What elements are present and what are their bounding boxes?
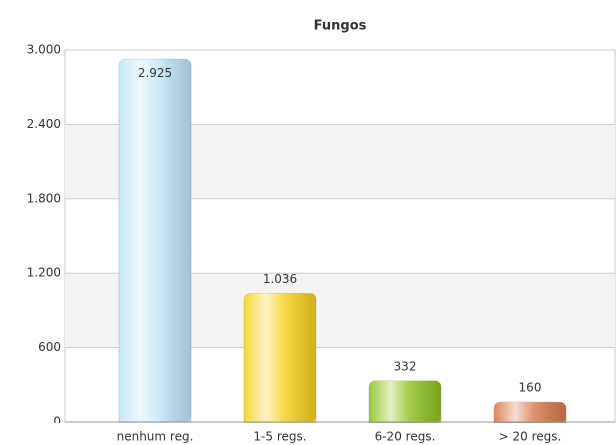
page-cover <box>0 423 616 429</box>
y-tick-label: 0 <box>53 415 61 429</box>
x-tick-label: > 20 regs. <box>499 430 562 444</box>
y-tick-label: 1.200 <box>27 266 61 280</box>
value-label: 160 <box>519 381 542 395</box>
bar-shine <box>119 59 191 423</box>
x-tick-label: nenhum reg. <box>117 430 194 444</box>
bar-shine <box>244 293 316 422</box>
value-label: 2.925 <box>138 66 172 80</box>
chart-title: Fungos <box>314 19 367 34</box>
bar-shine <box>494 402 566 422</box>
x-tick-label: 1-5 regs. <box>253 430 306 444</box>
y-tick-label: 600 <box>38 340 61 354</box>
x-tick-label: 6-20 regs. <box>375 430 436 444</box>
value-label: 1.036 <box>263 272 297 286</box>
bar-shine <box>369 380 441 422</box>
value-label: 332 <box>394 359 417 373</box>
y-tick-label: 1.800 <box>27 191 61 205</box>
y-tick-label: 3.000 <box>27 43 61 57</box>
y-tick-label: 2.400 <box>27 117 61 131</box>
